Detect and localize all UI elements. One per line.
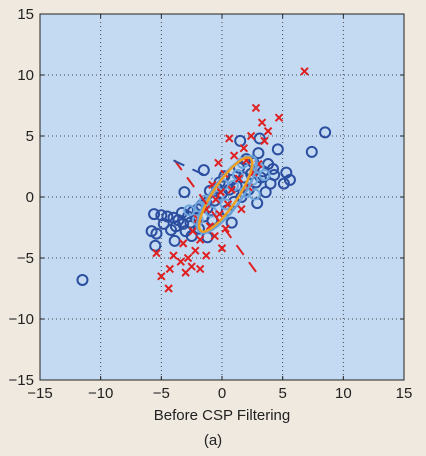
cross-point — [251, 103, 261, 113]
cross-point — [217, 244, 227, 253]
plot-area — [40, 14, 404, 380]
circle-point — [169, 220, 182, 233]
covariance-ellipse — [197, 156, 254, 233]
y-tick-label: 15 — [17, 6, 34, 23]
cross-point — [300, 67, 309, 76]
circle-point — [277, 177, 290, 190]
cross-point — [195, 235, 205, 244]
cross-point — [216, 187, 225, 197]
cross-point — [202, 251, 211, 260]
scatter-chart: −15 −10 −5 0 5 10 15 −15 −10 −5 0 5 10 15 Before CSP … — [9, 6, 413, 424]
cross-point — [176, 257, 185, 266]
cross-point — [157, 272, 166, 281]
cross-point — [237, 204, 246, 214]
cross-point — [188, 226, 198, 236]
x-tick-label: 5 — [278, 385, 286, 402]
circle-point — [175, 206, 188, 219]
circle-point — [258, 169, 271, 182]
cross-point — [257, 118, 267, 127]
cross-point — [152, 248, 161, 258]
dashed-axes — [173, 159, 260, 276]
cross-point — [246, 131, 256, 141]
circle-point — [219, 198, 232, 211]
x-tick-label: 10 — [335, 385, 352, 402]
cross-point — [260, 136, 269, 146]
circle-point — [183, 204, 196, 217]
circle-point — [259, 186, 272, 199]
circle-point — [76, 273, 89, 286]
circle-point — [271, 143, 284, 156]
y-tick-label: 10 — [17, 67, 34, 84]
cross-point — [223, 200, 233, 209]
y-tick-label: −15 — [9, 372, 34, 389]
cross-point — [191, 246, 200, 255]
dashed-line — [173, 159, 260, 276]
cross-point — [274, 113, 284, 122]
x-tick-label: 15 — [396, 385, 413, 402]
cross-point — [164, 284, 173, 293]
cross-point — [263, 126, 273, 136]
circle-point — [252, 147, 265, 160]
cross-point — [239, 143, 249, 153]
y-tick-label: −5 — [17, 250, 34, 267]
cross-point — [227, 185, 236, 194]
cross-point — [215, 209, 224, 219]
x-axis-label: Before CSP Filtering — [154, 407, 290, 424]
circle-point — [319, 126, 332, 139]
cross-point — [195, 264, 205, 274]
circle-point — [178, 186, 191, 199]
cross-point — [211, 195, 221, 204]
cross-point — [234, 174, 244, 183]
cross-point — [229, 151, 239, 160]
dashed-line — [173, 159, 213, 180]
x-tick-label: −10 — [88, 385, 113, 402]
circle-point — [266, 162, 279, 175]
cross-point — [183, 253, 193, 263]
cross-point — [214, 158, 223, 168]
x-tick-label: −15 — [27, 385, 52, 402]
x-tick-label: 0 — [218, 385, 226, 402]
circle-point — [197, 164, 210, 177]
circle-point — [305, 145, 318, 158]
covariance-ellipses — [195, 154, 258, 235]
cross-point — [181, 268, 190, 277]
circle-point — [150, 227, 163, 240]
axis-ticks: −15 −10 −5 0 5 10 15 −15 −10 −5 0 5 10 15 — [9, 6, 413, 402]
cross-point — [169, 251, 178, 260]
figure-caption: (a) — [203, 432, 223, 449]
circle-point — [248, 188, 261, 201]
x-tick-label: −5 — [153, 385, 170, 402]
circle-point — [225, 216, 238, 229]
y-tick-label: 0 — [26, 189, 34, 206]
y-tick-label: 5 — [26, 128, 34, 145]
grid-lines — [40, 14, 404, 380]
cross-point — [165, 264, 175, 274]
cross-point — [210, 231, 219, 241]
cross-point — [187, 262, 196, 271]
cross-point — [178, 239, 188, 248]
y-tick-label: −10 — [9, 311, 34, 328]
circle-point — [148, 208, 161, 221]
circle-point — [283, 173, 296, 186]
covariance-ellipse — [195, 154, 258, 235]
cross-point — [225, 134, 234, 143]
circle-point — [161, 210, 174, 223]
